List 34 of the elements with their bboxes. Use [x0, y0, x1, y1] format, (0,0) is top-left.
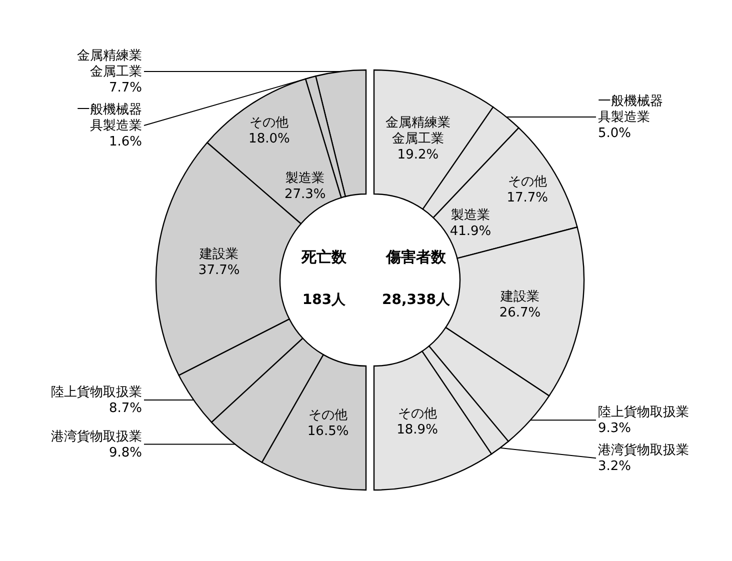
slice-label: その他	[398, 406, 437, 422]
slice-label: その他	[508, 174, 547, 190]
text: 死亡数	[300, 248, 348, 266]
data-label: 8.7%	[108, 400, 142, 416]
slice-label: 金属精練業金属工業	[77, 48, 142, 80]
text: 製造業 41.9%	[450, 208, 492, 239]
slice-label: 建設業	[198, 246, 239, 262]
data-label: 16.5%	[307, 424, 349, 439]
data-label: 37.7%	[198, 262, 240, 278]
data-label: 3.2%	[598, 458, 632, 474]
text: 183人	[302, 292, 347, 308]
slice-label: その他	[308, 408, 348, 423]
text: 傷害者数	[385, 248, 447, 266]
slice-label: その他	[250, 115, 289, 130]
slice-label: 陸上貨物取扱業	[51, 384, 142, 400]
slice-label: 陸上貨物取扱業	[598, 404, 689, 420]
data-label: 19.2%	[397, 147, 439, 162]
data-label: 5.0%	[598, 125, 632, 140]
slice-label: 一般機械器具製造業	[598, 93, 663, 124]
slice-label: 港湾貨物取扱業	[51, 428, 142, 444]
data-label: 17.7%	[506, 190, 548, 206]
data-label: 9.8%	[108, 444, 142, 460]
data-label: 1.6%	[108, 134, 142, 150]
data-label: 18.9%	[396, 422, 438, 438]
data-label: 18.0%	[248, 131, 290, 146]
data-label: 7.7%	[108, 80, 142, 96]
data-label: 26.7%	[499, 304, 541, 320]
text: 28,338人	[382, 292, 452, 308]
text: 製造業 27.3%	[284, 170, 326, 202]
data-label: 9.3%	[598, 420, 632, 436]
slice-label: 港湾貨物取扱業	[598, 442, 689, 458]
slice-label: 金属精練業金属工業	[385, 115, 450, 146]
slice-label: 一般機械器具製造業	[77, 102, 142, 134]
slice-label: 建設業	[499, 288, 540, 304]
